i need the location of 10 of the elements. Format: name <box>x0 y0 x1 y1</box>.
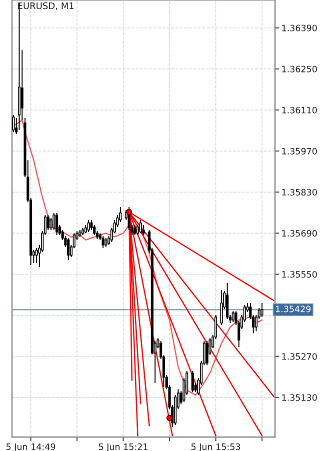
y-tick-label: 1.35970 <box>282 148 317 154</box>
y-tick-label: 1.35830 <box>282 188 317 196</box>
y-tick-label: 1.35130 <box>282 394 317 401</box>
y-tick-label: 1.36390 <box>282 24 317 32</box>
y-tick-label: 1.36110 <box>282 106 317 114</box>
y-tick-label: 1.36250 <box>282 66 317 72</box>
y-tick-label: 1.35690 <box>282 230 317 237</box>
y-tick-label: 1.35550 <box>282 271 317 278</box>
ref-line-label: 1.35429 <box>276 306 311 312</box>
y-tick-label: 1.35270 <box>282 353 317 360</box>
